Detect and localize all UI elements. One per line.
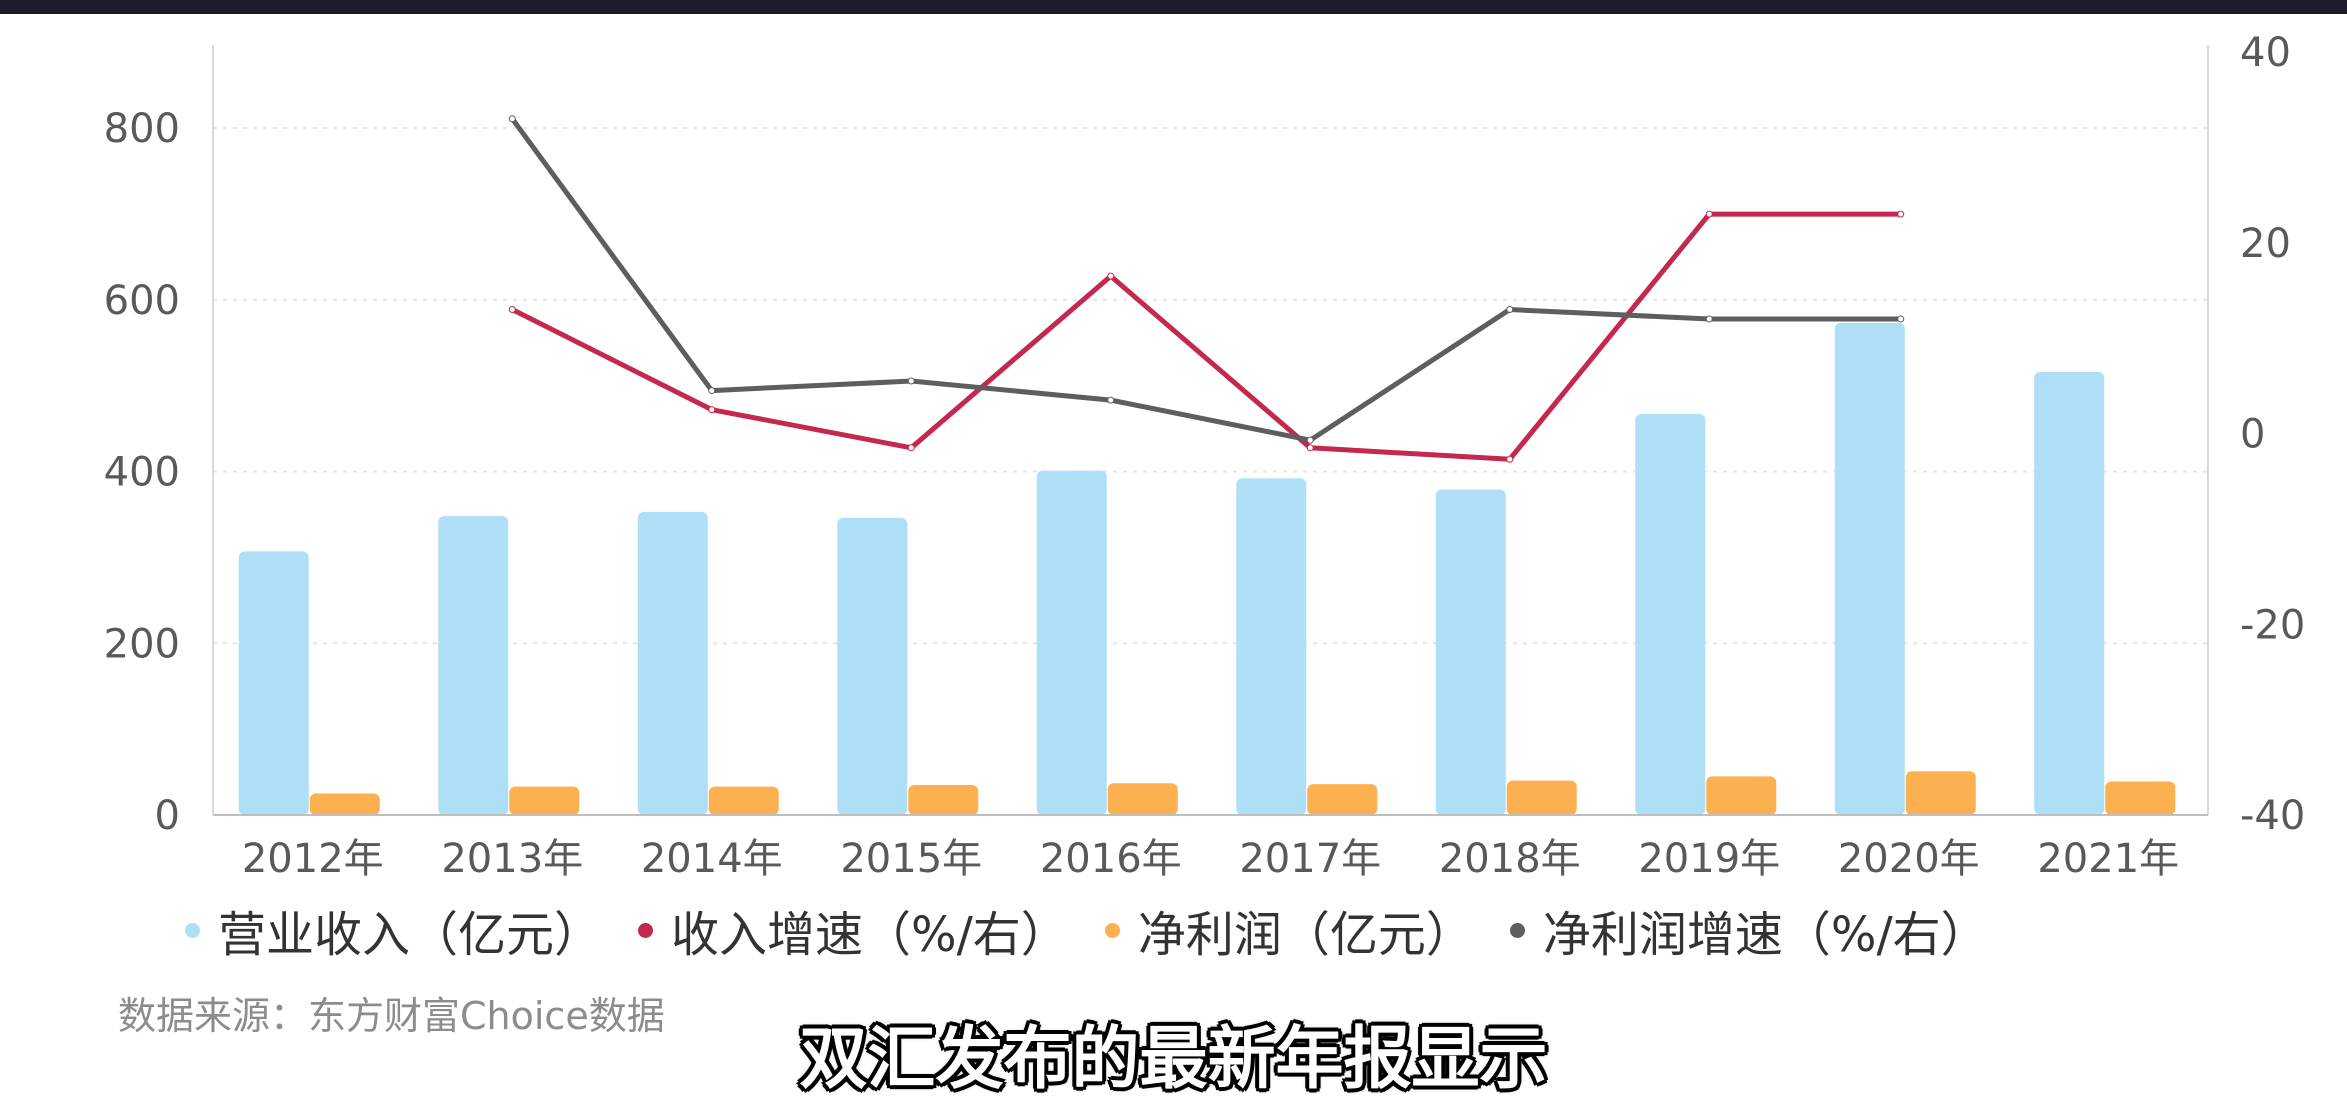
legend-item-revenue-growth: 收入增速（%/右） bbox=[638, 895, 1069, 965]
legend-item-net-profit-growth: 净利润增速（%/右） bbox=[1509, 895, 1989, 965]
legend-label-net-profit-growth: 净利润增速（%/右） bbox=[1542, 907, 1989, 963]
bar-revenue-6 bbox=[1435, 489, 1506, 815]
legend-dot-revenue bbox=[185, 922, 200, 938]
right-tick--20: -20 bbox=[2240, 602, 2305, 648]
point-net-profit-growth-0 bbox=[508, 115, 516, 123]
bar-net-profit-4 bbox=[1107, 783, 1178, 815]
bar-net-profit-5 bbox=[1307, 784, 1378, 815]
left-axis-ticks: 0 200 400 600 800 bbox=[104, 106, 180, 839]
revenue-profit-chart: 0 200 400 600 800 -40 -20 0 20 40 2012年 2013年 2014… bbox=[104, 30, 2306, 882]
left-tick-200: 200 bbox=[104, 621, 180, 667]
right-tick-0: 0 bbox=[2240, 412, 2265, 458]
bar-net-profit-2 bbox=[708, 786, 779, 815]
point-revenue-growth-0 bbox=[508, 306, 516, 314]
x-tick-1: 2013年 bbox=[441, 836, 583, 882]
x-tick-8: 2020年 bbox=[1838, 836, 1980, 882]
bar-revenue-8 bbox=[1834, 322, 1905, 815]
point-revenue-growth-4 bbox=[1306, 444, 1314, 452]
bar-revenue-1 bbox=[438, 516, 509, 815]
point-net-profit-growth-6 bbox=[1705, 315, 1713, 323]
right-tick--40: -40 bbox=[2240, 793, 2305, 839]
bar-net-profit-8 bbox=[1905, 771, 1976, 815]
point-net-profit-growth-3 bbox=[1107, 396, 1115, 404]
legend-label-revenue: 营业收入（亿元） bbox=[218, 907, 603, 963]
bar-revenue-5 bbox=[1236, 478, 1307, 815]
bar-net-profit-3 bbox=[908, 784, 979, 815]
top-bar bbox=[0, 0, 2347, 14]
right-axis-ticks: -40 -20 0 20 40 bbox=[2240, 30, 2305, 839]
bar-net-profit-1 bbox=[509, 786, 580, 815]
bar-revenue-7 bbox=[1635, 413, 1706, 815]
data-source-note: 数据来源：东方财富Choice数据 bbox=[118, 994, 665, 1038]
x-tick-5: 2017年 bbox=[1239, 836, 1381, 882]
left-tick-600: 600 bbox=[104, 278, 180, 324]
point-revenue-growth-1 bbox=[708, 406, 716, 414]
legend-label-revenue-growth: 收入增速（%/右） bbox=[671, 907, 1069, 963]
line-revenue-growth bbox=[511, 211, 1901, 462]
lines bbox=[508, 115, 1905, 463]
x-axis-ticks: 2012年 2013年 2014年 2015年 2016年 2017年 2018年 2019年… bbox=[242, 836, 2179, 882]
x-tick-4: 2016年 bbox=[1040, 836, 1182, 882]
bar-net-profit-9 bbox=[2105, 781, 2176, 815]
x-tick-9: 2021年 bbox=[2037, 836, 2179, 882]
x-tick-6: 2018年 bbox=[1439, 836, 1581, 882]
bars bbox=[238, 322, 2176, 815]
bar-net-profit-6 bbox=[1506, 780, 1577, 815]
point-net-profit-growth-1 bbox=[708, 387, 716, 395]
legend-item-revenue: 营业收入（亿元） bbox=[185, 895, 602, 965]
legend-item-net-profit: 净利润（亿元） bbox=[1104, 895, 1474, 965]
legend-dot-net-profit-growth bbox=[1509, 922, 1525, 938]
bar-net-profit-7 bbox=[1706, 776, 1777, 815]
legend-dot-revenue-growth bbox=[638, 922, 654, 938]
point-revenue-growth-3 bbox=[1107, 272, 1115, 280]
left-tick-800: 800 bbox=[104, 106, 180, 152]
right-tick-20: 20 bbox=[2240, 221, 2291, 267]
legend-dot-net-profit bbox=[1104, 922, 1120, 938]
bar-revenue-4 bbox=[1036, 470, 1107, 815]
bar-revenue-3 bbox=[837, 517, 908, 815]
chart-legend: 营业收入（亿元） 收入增速（%/右） 净利润（亿元） 净利润增速（%/右） bbox=[185, 895, 2025, 965]
point-revenue-growth-7 bbox=[1897, 210, 1905, 218]
right-tick-40: 40 bbox=[2240, 30, 2291, 76]
bar-net-profit-0 bbox=[309, 793, 380, 815]
point-net-profit-growth-5 bbox=[1506, 306, 1514, 314]
x-tick-0: 2012年 bbox=[242, 836, 384, 882]
left-tick-400: 400 bbox=[104, 450, 180, 496]
bar-revenue-2 bbox=[637, 511, 708, 815]
x-tick-3: 2015年 bbox=[840, 836, 982, 882]
bar-revenue-9 bbox=[2034, 371, 2105, 815]
point-revenue-growth-5 bbox=[1506, 455, 1514, 463]
point-net-profit-growth-4 bbox=[1306, 436, 1314, 444]
legend-label-net-profit: 净利润（亿元） bbox=[1137, 907, 1474, 963]
bar-revenue-0 bbox=[238, 551, 309, 815]
point-revenue-growth-6 bbox=[1705, 210, 1713, 218]
left-tick-0: 0 bbox=[155, 793, 180, 839]
gridlines bbox=[213, 127, 2208, 645]
point-revenue-growth-2 bbox=[907, 444, 915, 452]
video-subtitle: 双汇发布的最新年报显示 bbox=[799, 1020, 1548, 1099]
x-tick-7: 2019年 bbox=[1638, 836, 1780, 882]
axes bbox=[212, 45, 2209, 816]
point-net-profit-growth-2 bbox=[907, 377, 915, 385]
line-net-profit-growth bbox=[510, 117, 1901, 443]
x-tick-2: 2014年 bbox=[641, 836, 783, 882]
point-net-profit-growth-7 bbox=[1897, 315, 1905, 323]
